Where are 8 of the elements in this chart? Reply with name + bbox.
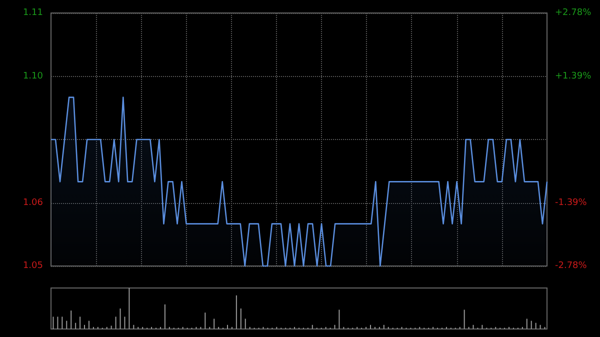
- y-tick-label: 1.06: [22, 198, 44, 208]
- y-tick-label: 1.05: [22, 261, 43, 271]
- y2-tick-label: +2.78%: [555, 8, 592, 18]
- y2-tick-label: -1.39%: [555, 198, 588, 208]
- y-tick-label: 1.10: [22, 71, 44, 82]
- y2-tick-label: -2.78%: [555, 261, 588, 271]
- y-tick-label: 1.11: [22, 8, 43, 18]
- y2-tick-label: +1.39%: [555, 71, 592, 82]
